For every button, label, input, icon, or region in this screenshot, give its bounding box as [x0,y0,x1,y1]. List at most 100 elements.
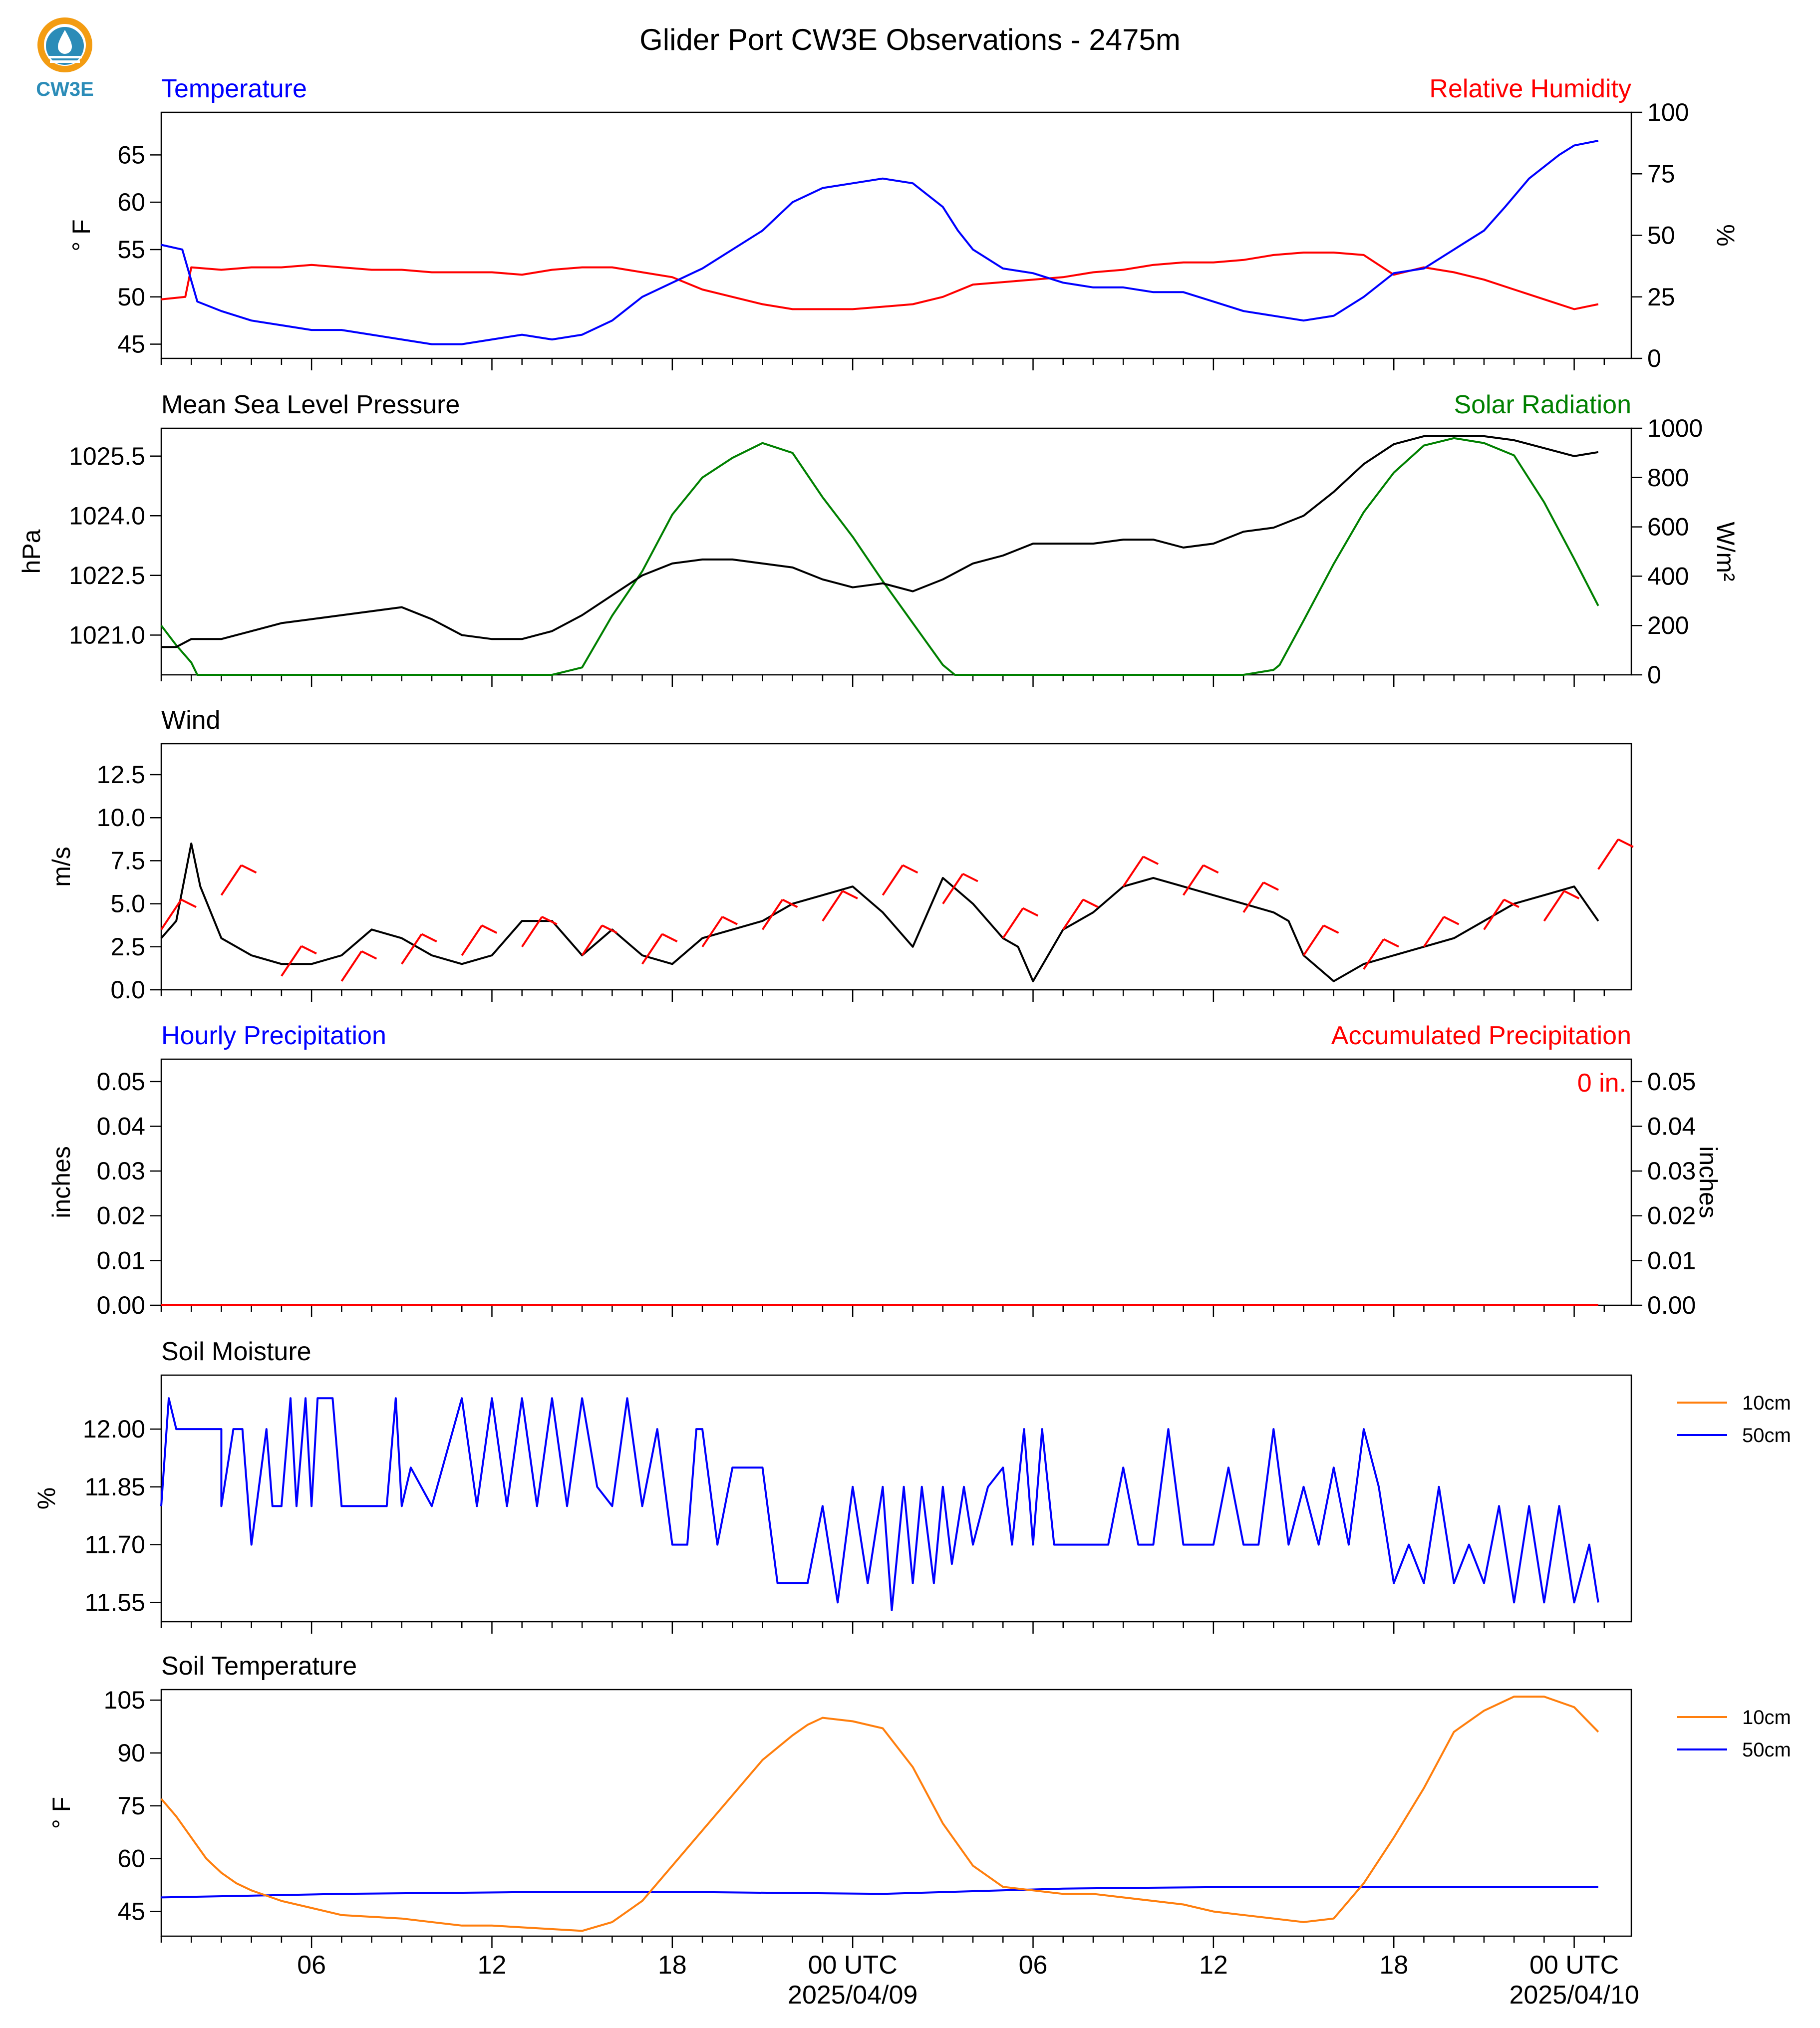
y-right-tick-label: 0.02 [1647,1202,1696,1230]
wind-barb-staff [160,899,182,930]
wind-barb-staff [822,890,844,922]
y-right-tick-label: 50 [1647,222,1675,250]
wind-barb-staff [401,933,423,965]
panel-title-soil-temperature: Soil Temperature [161,1652,357,1681]
y-right-tick-label: 200 [1647,611,1689,639]
y-left-tick-label: 1024.0 [69,502,145,530]
x-tick-label: 18 [658,1951,687,1980]
wind-barb-flag [902,864,918,874]
y-left-tick-label: 55 [117,236,145,264]
accum-precip-total: 0 in. [1577,1069,1626,1098]
y-right-tick-label: 0.03 [1647,1157,1696,1185]
wind-barb-flag [782,898,798,908]
wind-barb-staff [1122,856,1144,887]
wind-barb-flag [1022,907,1039,917]
y-left-tick-label: 0.02 [97,1202,145,1230]
wind-barb-flag [241,864,257,874]
logo-text: CW3E [36,78,94,100]
x-tick-label: 12 [478,1951,507,1980]
wind-barb-flag [1263,881,1279,891]
wind-barb-flag [1563,890,1580,899]
panel-title-soil-moisture: Soil Moisture [161,1337,311,1366]
wind-barb-staff [581,924,603,956]
logo-wave-2 [50,60,80,63]
series-solar-radiation [160,437,1599,676]
x-tick-label: 18 [1379,1951,1408,1980]
y-left-tick-label: 50 [117,283,145,311]
panel-frame-1 [160,111,1632,359]
series-soil-moisture-50cm [160,1397,1599,1611]
y-label-left: hPa [17,529,45,574]
y-right-tick-label: 400 [1647,562,1689,590]
panel-frame-4 [160,1058,1632,1306]
panel-title-temperature: Temperature [161,74,307,103]
panel-title-hourly-precip: Hourly Precipitation [161,1021,386,1050]
wind-barb-staff [1363,938,1385,970]
y-left-tick-label: 1025.5 [69,442,145,470]
y-label-left: % [32,1487,60,1509]
wind-barb-staff [461,924,483,956]
y-left-tick-label: 7.5 [110,847,145,874]
y-left-tick-label: 0.03 [97,1157,145,1185]
series-soil-temp-50cm [161,1886,1598,1899]
logo-drop-icon [58,30,72,54]
y-label-left: m/s [47,847,75,887]
y-right-tick-label: 0.05 [1647,1068,1696,1096]
logo-wave-1 [48,56,82,58]
panel-frame-6 [160,1689,1632,1937]
wind-barb-staff [1423,916,1445,947]
legend-label: 50cm [1742,1425,1791,1447]
y-left-tick-label: 60 [117,1845,145,1873]
y-right-tick-label: 0.01 [1647,1246,1696,1274]
wind-barb-flag [481,924,498,934]
x-tick-label: 00 UTC [808,1951,898,1980]
wind-barb-staff [281,945,303,977]
y-right-tick-label: 75 [1647,160,1675,188]
legend-label: 50cm [1742,1739,1791,1761]
wind-barb-flag [1143,856,1159,865]
y-left-tick-label: 12.00 [83,1415,145,1443]
y-right-tick-label: 100 [1647,98,1689,126]
wind-barb-staff [1062,899,1084,930]
wind-barb-flag [1383,938,1399,948]
panel-title-pressure: Mean Sea Level Pressure [161,390,460,419]
y-label-right: inches [1694,1146,1722,1218]
wind-barb-flag [1082,898,1099,908]
wind-barb-staff [340,950,363,982]
x-date-label: 2025/04/10 [1509,1981,1639,2010]
y-right-tick-label: 0 [1647,344,1661,372]
y-right-tick-label: 0.00 [1647,1291,1696,1319]
y-right-tick-label: 0 [1647,661,1661,689]
panel-frame-3 [160,743,1632,991]
x-tick-label: 06 [1019,1951,1048,1980]
wind-barb-flag [962,872,978,882]
y-left-tick-label: 75 [117,1792,145,1820]
series-soil-temp-10cm [160,1696,1599,1932]
wind-barb-flag [722,916,738,925]
wind-barb-flag [1323,924,1339,934]
y-left-tick-label: 65 [117,141,145,169]
wind-barb-staff [220,865,243,896]
panel-frame-5 [160,1374,1632,1623]
wind-barb-flag [181,898,197,908]
y-left-tick-label: 1021.0 [69,621,145,649]
panel-title-wind: Wind [161,706,220,735]
series-pressure [161,435,1599,648]
wind-barb-flag [602,924,618,934]
y-left-tick-label: 105 [104,1686,145,1714]
wind-barb-staff [701,916,723,947]
wind-barb-staff [1483,899,1505,930]
y-right-tick-label: 800 [1647,464,1689,492]
wind-barb-staff [882,865,904,896]
x-tick-label: 12 [1199,1951,1228,1980]
panel-title-solar: Solar Radiation [1454,390,1631,419]
x-date-label: 2025/04/09 [788,1981,917,2010]
y-left-tick-label: 60 [117,188,145,216]
wind-barb-staff [1182,865,1205,896]
series-relative-humidity [161,252,1599,310]
wind-barb-staff [1302,924,1325,956]
wind-barb-flag [1203,864,1219,874]
y-label-left: inches [47,1146,75,1218]
panel-title-accum-precip: Accumulated Precipitation [1331,1021,1631,1050]
